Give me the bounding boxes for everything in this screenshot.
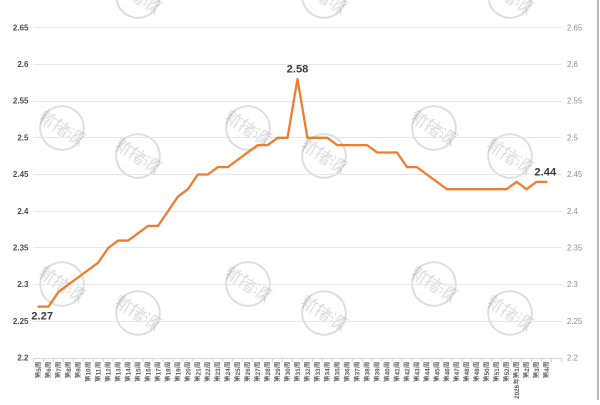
svg-text:17: 17 bbox=[155, 368, 162, 376]
svg-text:3: 3 bbox=[534, 368, 541, 372]
svg-text:13: 13 bbox=[116, 368, 123, 376]
svg-text:2.3: 2.3 bbox=[567, 280, 578, 289]
svg-text:43: 43 bbox=[414, 368, 421, 376]
svg-text:2.65: 2.65 bbox=[567, 23, 583, 32]
svg-text:12: 12 bbox=[106, 368, 113, 376]
svg-text:2.35: 2.35 bbox=[567, 244, 583, 253]
svg-text:38: 38 bbox=[365, 368, 372, 376]
svg-text:34: 34 bbox=[325, 368, 332, 376]
svg-text:9: 9 bbox=[76, 368, 83, 372]
svg-text:47: 47 bbox=[454, 368, 461, 376]
svg-text:37: 37 bbox=[355, 368, 362, 376]
svg-text:21: 21 bbox=[195, 368, 202, 376]
svg-text:2.45: 2.45 bbox=[13, 170, 29, 179]
svg-text:2.58: 2.58 bbox=[287, 63, 309, 75]
svg-text:1: 1 bbox=[514, 368, 521, 372]
svg-text:14: 14 bbox=[126, 368, 133, 376]
svg-text:2.5: 2.5 bbox=[567, 133, 579, 142]
svg-text:25: 25 bbox=[235, 368, 242, 376]
svg-text:49: 49 bbox=[474, 368, 481, 376]
svg-text:16: 16 bbox=[145, 368, 152, 376]
svg-text:28: 28 bbox=[265, 368, 272, 376]
svg-text:8: 8 bbox=[66, 368, 73, 372]
svg-text:7: 7 bbox=[56, 368, 63, 372]
svg-text:2.25: 2.25 bbox=[567, 317, 583, 326]
svg-text:2.27: 2.27 bbox=[31, 310, 53, 322]
svg-text:2.4: 2.4 bbox=[567, 207, 579, 216]
svg-text:46: 46 bbox=[444, 368, 451, 376]
svg-text:48: 48 bbox=[464, 368, 471, 376]
svg-text:40: 40 bbox=[385, 368, 392, 376]
svg-text:23: 23 bbox=[215, 368, 222, 376]
svg-text:2.6: 2.6 bbox=[567, 60, 578, 69]
svg-text:30: 30 bbox=[285, 368, 292, 376]
svg-text:50: 50 bbox=[484, 368, 491, 376]
svg-text:2.45: 2.45 bbox=[567, 170, 583, 179]
svg-text:29: 29 bbox=[275, 368, 282, 376]
svg-text:32: 32 bbox=[305, 368, 312, 376]
svg-text:27: 27 bbox=[255, 368, 262, 376]
svg-text:6: 6 bbox=[46, 368, 53, 372]
svg-text:51: 51 bbox=[494, 368, 501, 376]
svg-text:2.55: 2.55 bbox=[567, 97, 583, 106]
svg-text:4: 4 bbox=[544, 368, 551, 372]
svg-text:2026: 2026 bbox=[514, 384, 521, 399]
svg-text:2.35: 2.35 bbox=[13, 244, 29, 253]
svg-text:2.5: 2.5 bbox=[17, 133, 29, 142]
svg-text:36: 36 bbox=[345, 368, 352, 376]
svg-text:26: 26 bbox=[245, 368, 252, 376]
svg-text:2.25: 2.25 bbox=[13, 317, 29, 326]
svg-text:18: 18 bbox=[165, 368, 172, 376]
svg-text:45: 45 bbox=[434, 368, 441, 376]
svg-text:20: 20 bbox=[185, 368, 192, 376]
svg-text:15: 15 bbox=[136, 368, 143, 376]
svg-text:2.4: 2.4 bbox=[17, 207, 29, 216]
svg-text:41: 41 bbox=[394, 368, 401, 376]
svg-text:33: 33 bbox=[315, 368, 322, 376]
svg-text:2.55: 2.55 bbox=[13, 97, 29, 106]
svg-text:11: 11 bbox=[96, 368, 103, 375]
svg-text:22: 22 bbox=[205, 368, 212, 376]
svg-text:39: 39 bbox=[375, 368, 382, 376]
svg-text:2.3: 2.3 bbox=[17, 280, 29, 289]
svg-text:2.2: 2.2 bbox=[567, 354, 578, 363]
svg-text:19: 19 bbox=[175, 368, 182, 376]
svg-text:2.65: 2.65 bbox=[13, 23, 29, 32]
svg-text:5: 5 bbox=[36, 368, 43, 372]
svg-text:42: 42 bbox=[404, 368, 411, 376]
svg-text:35: 35 bbox=[335, 368, 342, 376]
svg-text:2.44: 2.44 bbox=[534, 167, 557, 179]
svg-text:24: 24 bbox=[225, 368, 232, 376]
svg-text:2.2: 2.2 bbox=[17, 354, 29, 363]
svg-text:52: 52 bbox=[504, 368, 511, 376]
svg-text:10: 10 bbox=[86, 368, 93, 376]
svg-text:2: 2 bbox=[524, 368, 531, 372]
svg-text:44: 44 bbox=[424, 368, 431, 376]
svg-text:2.6: 2.6 bbox=[17, 60, 29, 69]
svg-text:31: 31 bbox=[295, 368, 302, 376]
